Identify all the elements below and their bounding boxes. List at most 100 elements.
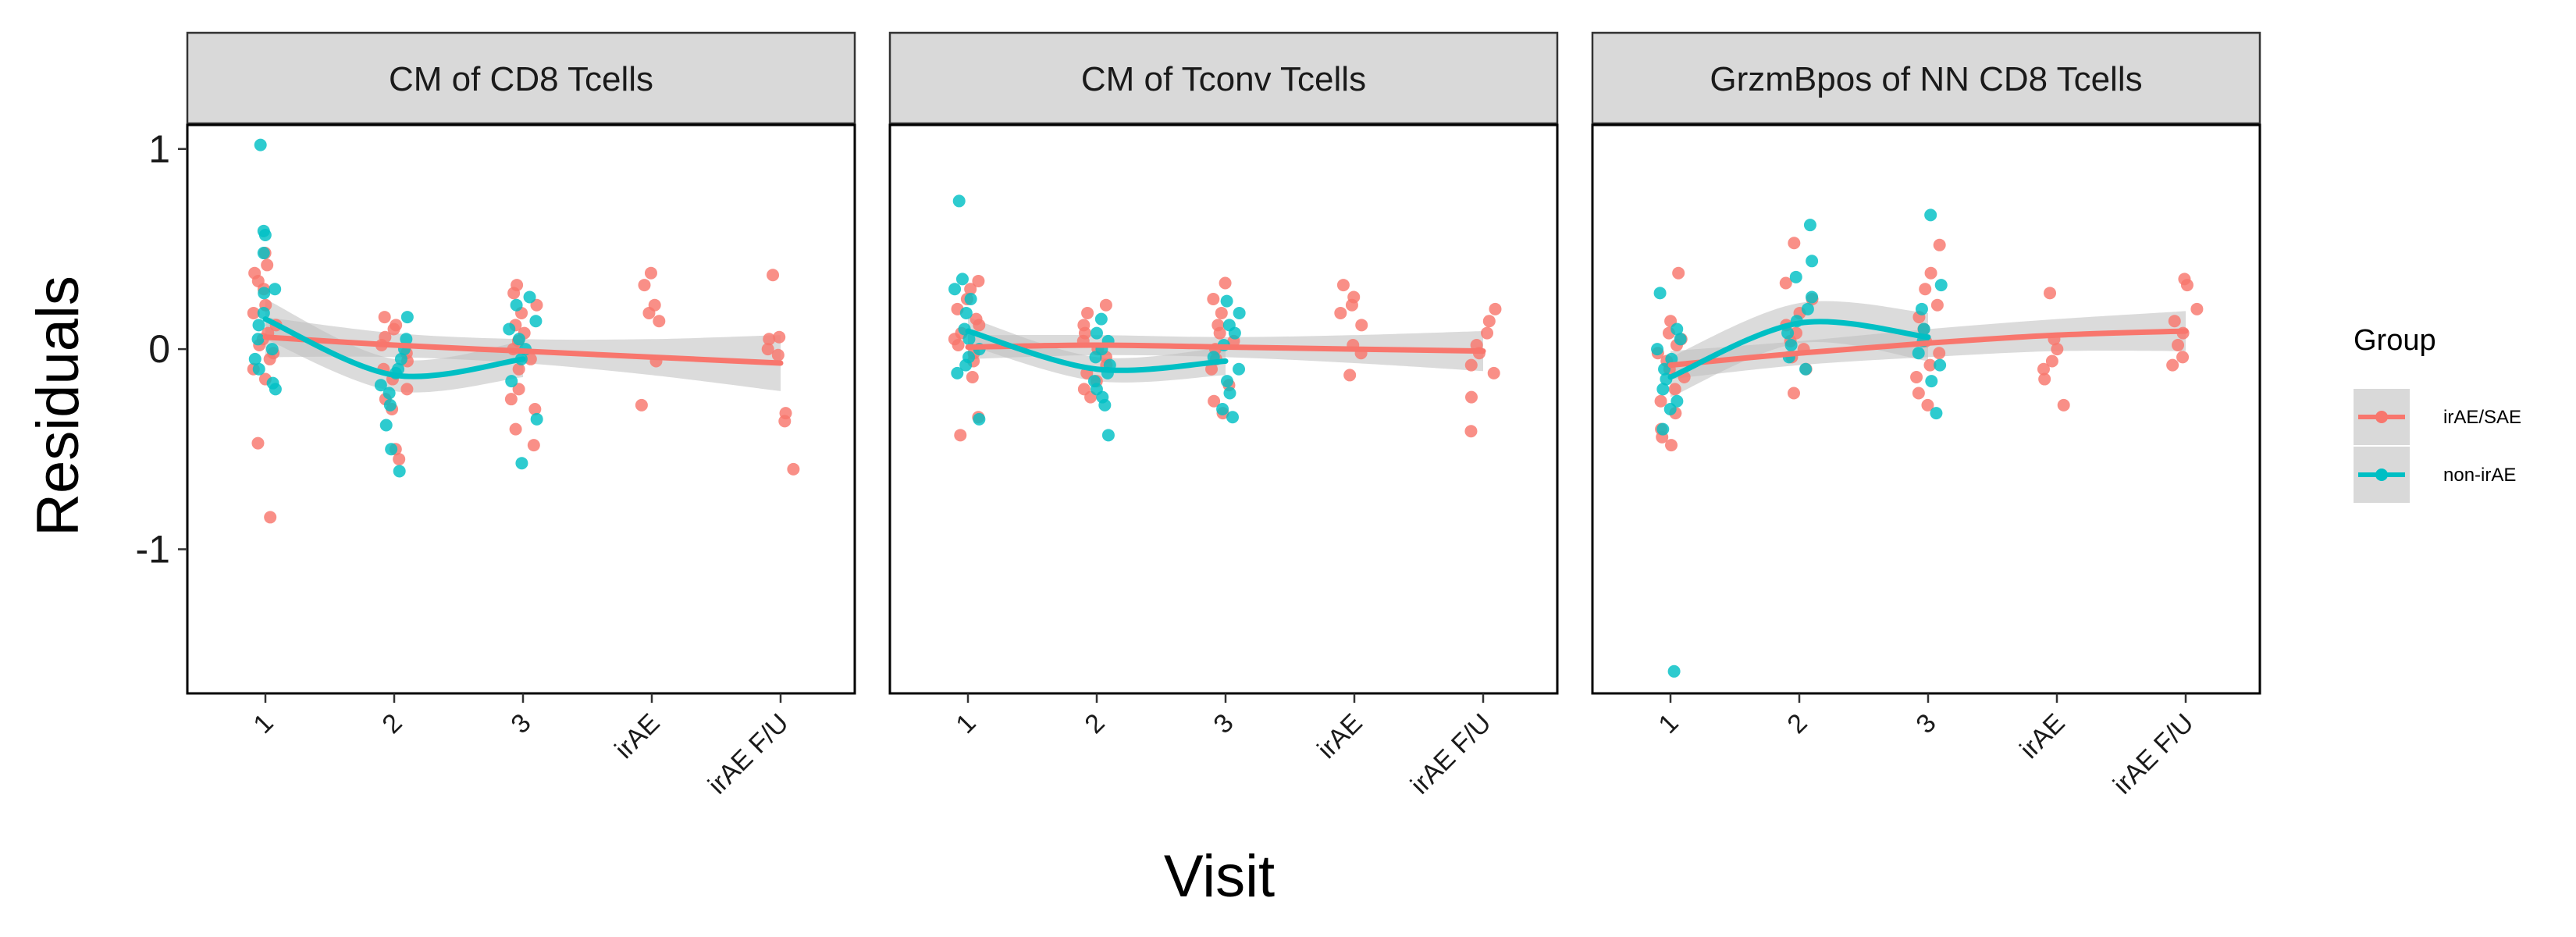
point-non-irae — [1090, 326, 1103, 340]
point-non-irae — [955, 273, 969, 286]
facet-strip-title: GrzmBpos of NN CD8 Tcells — [1710, 60, 2142, 98]
point-irae-sae — [2057, 398, 2070, 411]
point-irae-sae — [973, 319, 986, 332]
panel-border — [1591, 123, 2261, 695]
confidence-band-non-irae — [265, 299, 523, 393]
point-non-irae — [251, 333, 265, 346]
point-non-irae — [1674, 333, 1687, 346]
y-axis-title: Residuals — [25, 276, 91, 536]
point-non-irae — [951, 366, 964, 379]
point-irae-sae — [761, 343, 774, 356]
point-non-irae — [1934, 358, 1947, 372]
point-irae-sae — [507, 287, 521, 300]
point-non-irae — [1924, 208, 1937, 222]
point-irae-sae — [1464, 390, 1478, 404]
point-irae-sae — [1464, 358, 1478, 372]
point-non-irae — [530, 412, 543, 426]
point-non-irae — [1670, 322, 1684, 336]
point-irae-sae — [642, 306, 656, 319]
point-non-irae — [1651, 343, 1664, 356]
point-irae-sae — [1336, 279, 1350, 292]
point-irae-sae — [1081, 306, 1094, 319]
x-tick-label: 2 — [1079, 708, 1110, 739]
point-non-irae — [1803, 219, 1816, 232]
point-non-irae — [1801, 302, 1814, 315]
point-irae-sae — [787, 462, 800, 476]
y-tick-label: -1 — [136, 527, 170, 571]
point-irae-sae — [512, 362, 525, 376]
smooth-line-irae-sae — [1667, 328, 2189, 369]
point-non-irae — [959, 358, 973, 372]
point-non-irae — [1220, 375, 1233, 388]
point-non-irae — [254, 138, 267, 151]
point-non-irae — [1789, 270, 1802, 283]
point-irae-sae — [2038, 372, 2051, 386]
point-non-irae — [962, 333, 976, 346]
point-non-irae — [248, 352, 262, 365]
facet-plot-area — [948, 194, 1502, 442]
x-tick-label: 3 — [1910, 708, 1941, 739]
x-tick-label: 3 — [1208, 708, 1239, 739]
point-irae-sae — [2180, 279, 2194, 292]
x-tick-label: 1 — [247, 708, 279, 739]
legend-entry-irae-sae: irAE/SAE — [2354, 389, 2521, 445]
y-tick-label: 1 — [148, 127, 170, 171]
point-non-irae — [1784, 338, 1798, 351]
y-tick-label: 0 — [148, 327, 170, 371]
legend-key-point — [2375, 411, 2388, 423]
point-irae-sae — [1205, 362, 1219, 376]
facet-plot-area — [247, 138, 800, 524]
point-non-irae — [964, 293, 977, 306]
point-non-irae — [1656, 383, 1670, 396]
point-non-irae — [1098, 398, 1112, 411]
point-non-irae — [515, 457, 528, 470]
point-irae-sae — [1219, 276, 1232, 290]
facet-cm-of-tconv-tcells: CM of Tconv Tcells 1 2 3 irAE irAE F/U — [888, 31, 1559, 800]
point-non-irae — [959, 306, 973, 319]
panel-border — [888, 123, 1559, 695]
x-tick-label: 1 — [950, 708, 981, 739]
point-irae-sae — [1343, 369, 1357, 382]
facet-strip — [888, 31, 1559, 125]
point-irae-sae — [638, 279, 651, 292]
point-non-irae — [257, 306, 270, 319]
legend-key-point — [2375, 468, 2388, 481]
x-tick-label: irAE F/U — [2108, 708, 2200, 800]
point-irae-sae — [400, 383, 414, 396]
point-irae-sae — [2168, 315, 2181, 328]
point-irae-sae — [1788, 237, 1801, 250]
point-irae-sae — [972, 274, 985, 287]
point-non-irae — [1653, 287, 1667, 300]
point-irae-sae — [528, 403, 542, 415]
point-irae-sae — [527, 439, 540, 452]
point-non-irae — [1233, 306, 1246, 319]
point-irae-sae — [1664, 439, 1678, 452]
point-non-irae — [1663, 403, 1677, 415]
point-irae-sae — [2176, 351, 2190, 364]
point-irae-sae — [778, 415, 792, 428]
point-irae-sae — [644, 266, 657, 280]
facet-cm-of-cd8-tcells: CM of CD8 Tcells 1 2 3 irAE irAE F/U -1 0 1 — [136, 31, 856, 800]
point-irae-sae — [1207, 293, 1220, 306]
point-irae-sae — [2190, 302, 2204, 315]
point-non-irae — [1658, 362, 1671, 376]
point-irae-sae — [771, 348, 785, 362]
point-irae-sae — [1910, 370, 1923, 383]
point-irae-sae — [1668, 383, 1681, 396]
point-irae-sae — [1921, 398, 1934, 411]
point-non-irae — [1912, 347, 1925, 360]
point-non-irae — [258, 287, 271, 300]
point-non-irae — [1216, 403, 1229, 415]
point-irae-sae — [964, 283, 977, 296]
point-irae-sae — [1933, 238, 1946, 251]
point-irae-sae — [767, 269, 780, 282]
point-non-irae — [1799, 362, 1813, 376]
x-tick-label: irAE — [2014, 708, 2070, 764]
point-irae-sae — [1930, 298, 1944, 312]
point-non-irae — [385, 443, 398, 456]
point-non-irae — [1233, 362, 1246, 376]
point-irae-sae — [1487, 366, 1500, 379]
point-irae-sae — [1933, 347, 1946, 360]
point-non-irae — [252, 319, 265, 332]
point-irae-sae — [1334, 306, 1347, 319]
